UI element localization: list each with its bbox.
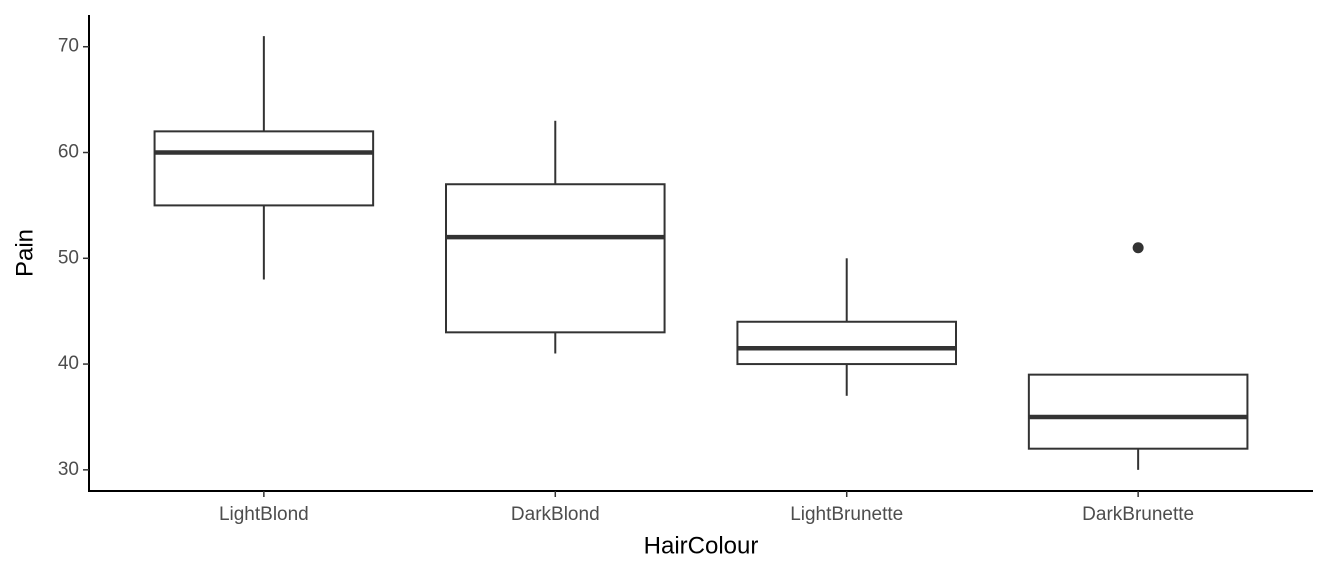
x-tick-label: LightBlond — [219, 504, 309, 525]
box — [1027, 373, 1249, 450]
outlier — [1132, 242, 1144, 254]
box — [445, 183, 666, 334]
y-tick-label: 70 — [58, 36, 79, 57]
x-axis-title: HairColour — [644, 532, 759, 559]
x-tick-label: LightBrunette — [790, 504, 903, 525]
box — [153, 130, 375, 207]
y-tick-label: 50 — [58, 247, 79, 268]
y-tick-label: 30 — [58, 459, 79, 480]
y-tick-label: 40 — [58, 353, 79, 374]
x-tick-label: DarkBlond — [511, 504, 600, 525]
box — [736, 320, 958, 366]
y-tick-label: 60 — [58, 142, 79, 163]
x-tick-label: DarkBrunette — [1082, 504, 1194, 525]
y-axis-title: Pain — [11, 229, 38, 277]
